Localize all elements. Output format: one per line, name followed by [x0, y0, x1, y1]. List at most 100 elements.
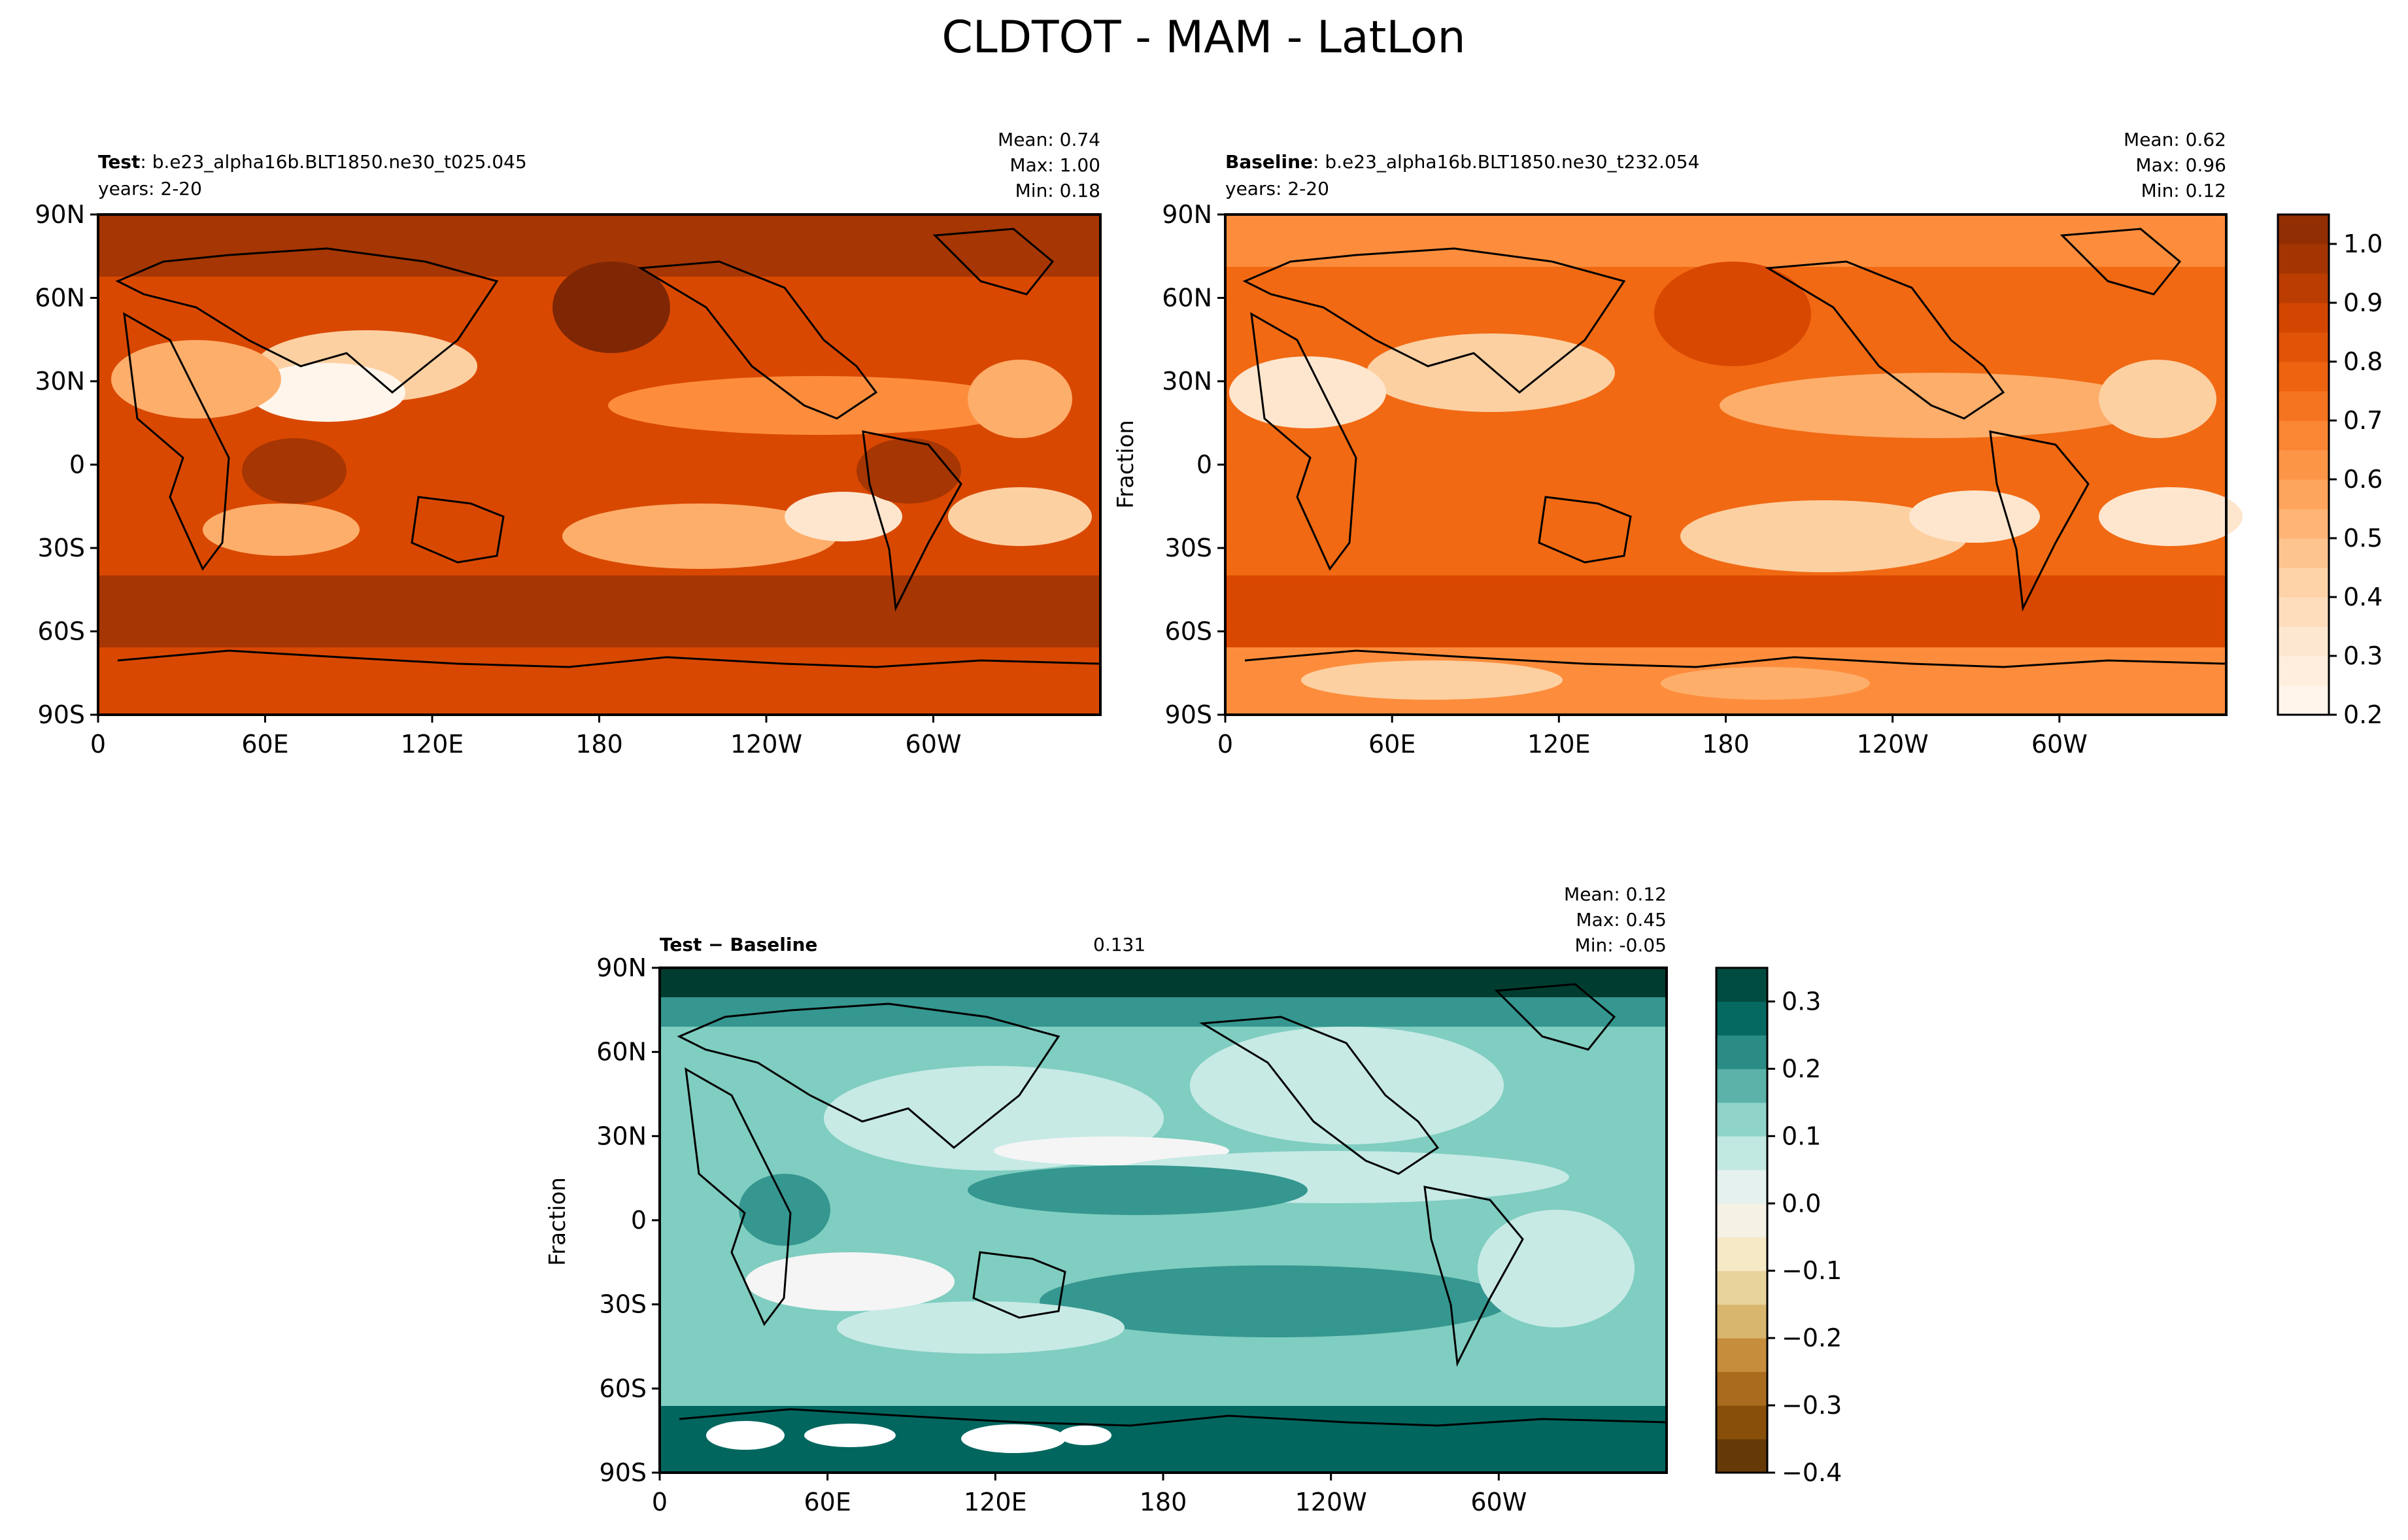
test-min: Min: 0.18	[1015, 180, 1100, 201]
baseline-colorbar: 1.0 0.9 0.8 0.7 0.6 0.5 0.4 0.3 0.2	[2277, 213, 2383, 729]
colorbar-level	[2278, 685, 2329, 715]
difference-colorbar-blocks	[1716, 968, 1767, 1473]
figure-title: CLDTOT - MAM - LatLon	[941, 12, 1465, 63]
colorbar-level	[2278, 214, 2329, 245]
colorbar-level	[1716, 1338, 1767, 1373]
x-tick-label: 120W	[1857, 730, 1929, 759]
y-tick-label: 0	[69, 451, 85, 479]
y-tick-label: 60S	[38, 617, 85, 646]
colorbar-level	[1716, 1035, 1767, 1069]
y-tick-label: 30N	[596, 1121, 647, 1150]
difference-y-label: Fraction	[545, 1177, 571, 1266]
baseline-max: Max: 0.96	[2135, 154, 2226, 176]
test-map-field	[98, 214, 1100, 715]
y-tick-label: 90S	[600, 1458, 647, 1487]
colorbar-level	[2278, 391, 2329, 421]
colorbar-tick-label: 0.2	[1782, 1054, 1821, 1083]
colorbar-level	[1716, 1271, 1767, 1305]
colorbar-level	[1716, 1069, 1767, 1103]
colorbar-level	[1716, 1371, 1767, 1406]
x-tick-label: 60W	[1470, 1488, 1527, 1516]
baseline-mean: Mean: 0.62	[2124, 129, 2226, 150]
baseline-colorbar-blocks	[2278, 214, 2329, 715]
x-tick-label: 60E	[241, 730, 288, 759]
x-tick-label: 60W	[2031, 730, 2088, 759]
difference-colorbar: 0.3 0.2 0.1 0.0 −0.1 −0.2 −0.3 −0.4	[1715, 967, 1842, 1487]
colorbar-tick-label: −0.3	[1782, 1391, 1842, 1420]
colorbar-tick-label: 0.3	[1782, 987, 1821, 1016]
colorbar-level	[2278, 273, 2329, 303]
difference-mean: Mean: 0.12	[1564, 883, 1667, 905]
colorbar-level	[1716, 1136, 1767, 1171]
test-coastlines	[115, 228, 1101, 668]
colorbar-level	[2278, 244, 2329, 274]
test-title-rest: : b.e23_alpha16b.BLT1850.ne30_t025.045	[140, 151, 526, 173]
difference-x-ticks: 0 60E 120E 180 120W 60W	[652, 1473, 1527, 1516]
x-tick-label: 0	[1217, 730, 1233, 759]
difference-colorbar-ticks: 0.3 0.2 0.1 0.0 −0.1 −0.2 −0.3 −0.4	[1767, 987, 1842, 1487]
colorbar-level	[1716, 968, 1767, 1002]
x-tick-label: 180	[1702, 730, 1750, 759]
y-tick-label: 90S	[1165, 700, 1212, 729]
x-tick-label: 0	[652, 1488, 668, 1516]
y-tick-label: 60S	[600, 1374, 647, 1403]
baseline-title-bold: Baseline	[1225, 151, 1313, 173]
x-tick-label: 0	[90, 730, 106, 759]
colorbar-level	[2278, 479, 2329, 509]
baseline-map-field	[1225, 214, 2243, 715]
x-tick-label: 120E	[964, 1488, 1027, 1516]
colorbar-tick-label: 0.6	[2343, 465, 2383, 494]
baseline-min: Min: 0.12	[2141, 180, 2226, 201]
colorbar-level	[1716, 1102, 1767, 1137]
colorbar-level	[1716, 1439, 1767, 1473]
colorbar-tick-label: 1.0	[2343, 230, 2383, 258]
colorbar-level	[2278, 597, 2329, 627]
x-tick-label: 180	[575, 730, 623, 759]
y-tick-label: 60N	[596, 1038, 647, 1067]
colorbar-level	[1716, 1304, 1767, 1339]
colorbar-level	[2278, 626, 2329, 657]
x-tick-label: 60E	[804, 1488, 851, 1516]
colorbar-tick-label: −0.1	[1782, 1256, 1842, 1285]
y-tick-label: 30N	[1162, 367, 1212, 396]
colorbar-tick-label: 0.4	[2343, 583, 2383, 611]
y-tick-label: 30N	[35, 367, 85, 396]
colorbar-level	[2278, 332, 2329, 362]
colorbar-level	[1716, 1203, 1767, 1238]
colorbar-tick-label: 0.0	[1782, 1189, 1821, 1218]
baseline-title-rest: : b.e23_alpha16b.BLT1850.ne30_t232.054	[1313, 151, 1699, 173]
test-years: years: 2-20	[98, 178, 202, 199]
colorbar-tick-label: −0.2	[1782, 1324, 1842, 1352]
difference-y-ticks: 90N 60N 30N 0 30S 60S 90S	[596, 953, 660, 1487]
colorbar-tick-label: −0.4	[1782, 1458, 1842, 1487]
colorbar-tick-label: 0.3	[2343, 642, 2383, 670]
colorbar-tick-label: 0.9	[2343, 288, 2383, 317]
difference-colorbar-frame	[1715, 967, 1769, 1474]
baseline-colorbar-ticks: 1.0 0.9 0.8 0.7 0.6 0.5 0.4 0.3 0.2	[2329, 230, 2383, 729]
baseline-years: years: 2-20	[1225, 178, 1329, 199]
y-tick-label: 90S	[38, 700, 85, 729]
y-tick-label: 0	[631, 1206, 647, 1235]
colorbar-tick-label: 0.1	[1782, 1121, 1821, 1150]
colorbar-level	[2278, 450, 2329, 480]
colorbar-tick-label: 0.2	[2343, 700, 2383, 729]
colorbar-level	[2278, 538, 2329, 568]
baseline-colorbar-frame	[2277, 213, 2330, 716]
test-title-bold: Test	[98, 151, 140, 173]
test-mean: Mean: 0.74	[998, 129, 1100, 150]
colorbar-level	[2278, 420, 2329, 451]
colorbar-level	[1716, 1405, 1767, 1440]
difference-map-field	[660, 968, 1667, 1473]
x-tick-label: 120W	[1295, 1488, 1367, 1516]
x-tick-label: 120W	[730, 730, 802, 759]
y-tick-label: 30S	[38, 534, 85, 562]
colorbar-level	[1716, 1001, 1767, 1036]
y-tick-label: 60N	[35, 284, 85, 313]
difference-title: Test − Baseline	[660, 934, 817, 955]
baseline-title: Baseline: b.e23_alpha16b.BLT1850.ne30_t2…	[1225, 151, 1699, 173]
colorbar-level	[1716, 1237, 1767, 1271]
colorbar-tick-label: 0.7	[2343, 406, 2383, 435]
y-tick-label: 90N	[1162, 200, 1212, 229]
difference-coastlines	[677, 983, 1667, 1427]
